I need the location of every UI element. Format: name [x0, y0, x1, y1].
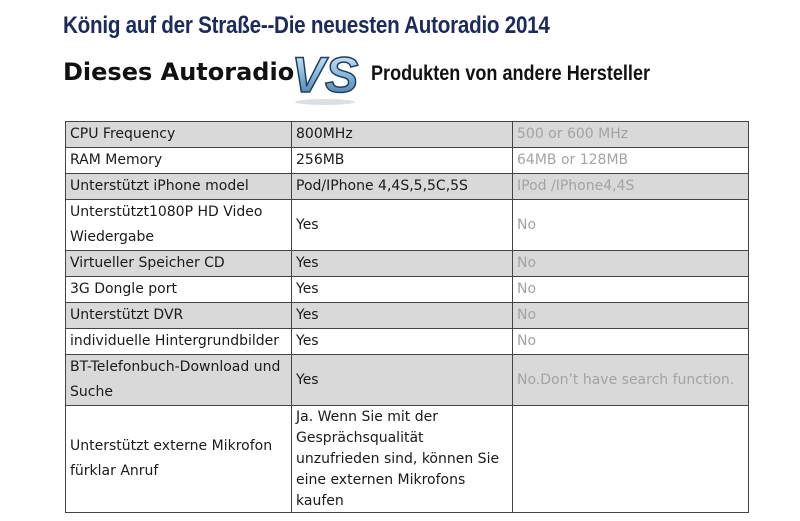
this-radio-cell: Pod/IPhone 4,4S,5,5C,5S: [291, 173, 513, 200]
this-radio-title: Dieses Autoradio: [63, 58, 295, 86]
table-row: Unterstützt iPhone model Pod/IPhone 4,4S…: [65, 173, 749, 200]
feature-cell: Unterstützt externe Mikrofon fürklar Anr…: [65, 405, 292, 513]
table-row: RAM Memory 256MB 64MB or 128MB: [65, 147, 749, 174]
table-row: Unterstützt1080P HD Video Wiedergabe Yes…: [65, 199, 749, 251]
feature-cell: BT-Telefonbuch-Download und Suche: [65, 354, 292, 406]
table-row: BT-Telefonbuch-Download und Suche Yes No…: [65, 354, 749, 406]
feature-cell: CPU Frequency: [65, 121, 292, 148]
feature-cell: 3G Dongle port: [65, 276, 292, 303]
competitor-cell: [512, 405, 749, 513]
competitor-cell: No: [512, 302, 749, 329]
table-row: Unterstützt DVR Yes No: [65, 302, 749, 329]
page-headline: König auf der Straße--Die neuesten Autor…: [63, 12, 550, 39]
this-radio-cell: Yes: [291, 302, 513, 329]
competitor-cell: No: [512, 276, 749, 303]
this-radio-cell: Yes: [291, 276, 513, 303]
table-row: Virtueller Speicher CD Yes No: [65, 250, 749, 277]
table-row: Unterstützt externe Mikrofon fürklar Anr…: [65, 405, 749, 513]
this-radio-cell: Yes: [291, 199, 513, 251]
this-radio-cell: Yes: [291, 250, 513, 277]
vs-logo-text: VS: [292, 47, 359, 103]
table-row: CPU Frequency 800MHz 500 or 600 MHz: [65, 121, 749, 148]
this-radio-cell: 256MB: [291, 147, 513, 174]
table-row: individuelle Hintergrundbilder Yes No: [65, 328, 749, 355]
competitor-cell: 500 or 600 MHz: [512, 121, 749, 148]
vs-logo: VS: [291, 46, 359, 105]
competitor-cell: No: [512, 199, 749, 251]
competitor-cell: No.Don’t have search function.: [512, 354, 749, 406]
this-radio-cell: 800MHz: [291, 121, 513, 148]
this-radio-cell: Yes: [291, 328, 513, 355]
feature-cell: Unterstützt DVR: [65, 302, 292, 329]
this-radio-cell: Yes: [291, 354, 513, 406]
comparison-table: CPU Frequency 800MHz 500 or 600 MHz RAM …: [65, 121, 749, 513]
competitor-cell: 64MB or 128MB: [512, 147, 749, 174]
feature-cell: Unterstützt iPhone model: [65, 173, 292, 200]
competitor-title: Produkten von andere Hersteller: [371, 62, 651, 85]
table-row: 3G Dongle port Yes No: [65, 276, 749, 303]
feature-cell: Unterstützt1080P HD Video Wiedergabe: [65, 199, 292, 251]
feature-cell: individuelle Hintergrundbilder: [65, 328, 292, 355]
competitor-cell: IPod /IPhone4,4S: [512, 173, 749, 200]
this-radio-cell: Ja. Wenn Sie mit der Gesprächsqualität u…: [291, 405, 513, 513]
competitor-cell: No: [512, 328, 749, 355]
feature-cell: Virtueller Speicher CD: [65, 250, 292, 277]
feature-cell: RAM Memory: [65, 147, 292, 174]
competitor-cell: No: [512, 250, 749, 277]
